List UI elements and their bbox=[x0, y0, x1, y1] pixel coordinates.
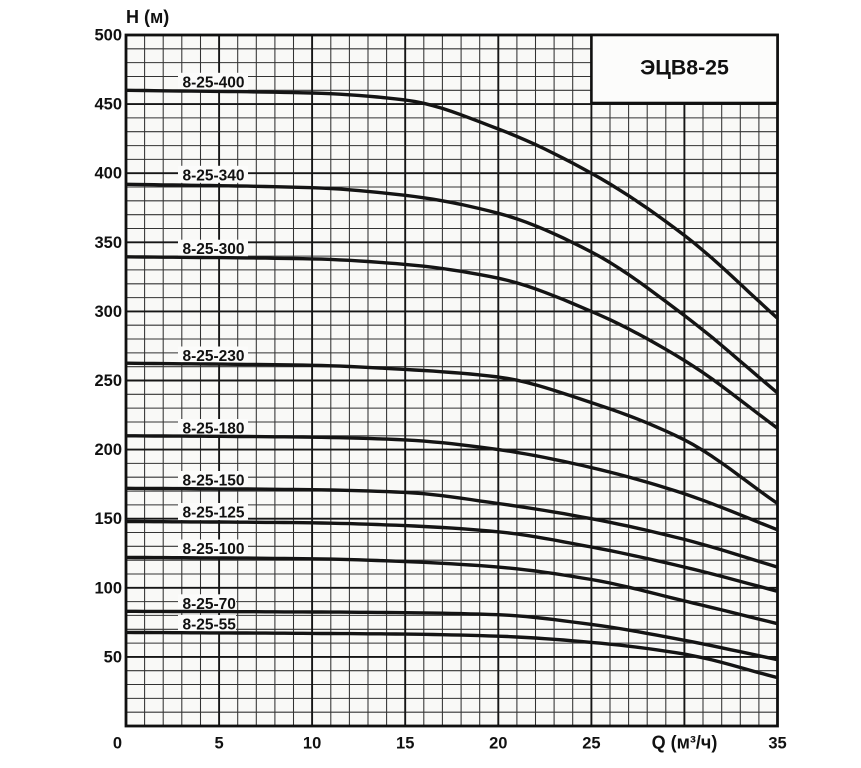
svg-text:10: 10 bbox=[303, 735, 321, 753]
svg-text:15: 15 bbox=[396, 735, 414, 753]
svg-text:8-25-230: 8-25-230 bbox=[183, 348, 245, 365]
svg-text:300: 300 bbox=[94, 303, 122, 321]
svg-text:5: 5 bbox=[215, 735, 224, 753]
svg-text:H (м): H (м) bbox=[126, 7, 169, 27]
svg-text:500: 500 bbox=[94, 27, 122, 45]
svg-text:8-25-70: 8-25-70 bbox=[183, 596, 236, 613]
svg-text:0: 0 bbox=[113, 735, 122, 753]
svg-text:35: 35 bbox=[768, 735, 786, 753]
svg-text:8-25-300: 8-25-300 bbox=[183, 241, 245, 258]
svg-text:250: 250 bbox=[94, 372, 122, 390]
svg-text:8-25-150: 8-25-150 bbox=[183, 473, 245, 490]
svg-text:8-25-55: 8-25-55 bbox=[183, 617, 237, 634]
svg-text:8-25-340: 8-25-340 bbox=[183, 167, 245, 184]
svg-text:8-25-180: 8-25-180 bbox=[183, 421, 245, 438]
svg-text:8-25-400: 8-25-400 bbox=[183, 74, 245, 91]
svg-text:20: 20 bbox=[489, 735, 507, 753]
svg-text:150: 150 bbox=[94, 510, 122, 528]
svg-text:25: 25 bbox=[582, 735, 600, 753]
svg-text:100: 100 bbox=[94, 579, 122, 597]
svg-text:350: 350 bbox=[94, 234, 122, 252]
svg-text:8-25-100: 8-25-100 bbox=[183, 541, 245, 558]
svg-text:ЭЦВ8-25: ЭЦВ8-25 bbox=[640, 56, 729, 80]
svg-text:400: 400 bbox=[94, 165, 122, 183]
svg-text:Q (м³/ч): Q (м³/ч) bbox=[652, 733, 718, 753]
svg-text:200: 200 bbox=[94, 441, 122, 459]
svg-text:8-25-125: 8-25-125 bbox=[183, 505, 245, 522]
svg-text:50: 50 bbox=[104, 648, 122, 666]
svg-text:450: 450 bbox=[94, 96, 122, 114]
